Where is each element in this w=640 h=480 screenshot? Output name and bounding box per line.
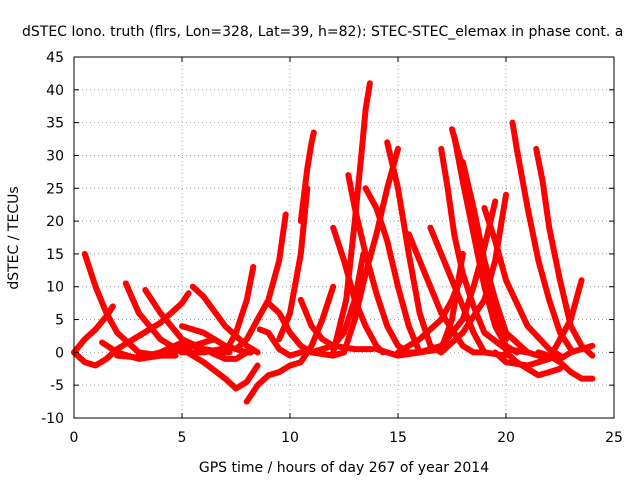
series-line-arc29: [427, 224, 509, 359]
series-line-arc38: [533, 145, 596, 359]
series-line-arc13: [243, 283, 337, 405]
y-tick-label: 25: [46, 181, 64, 197]
series-group: [71, 80, 596, 405]
y-tick-label: 0: [55, 345, 64, 361]
series-line-arc33: [459, 159, 553, 362]
ticks: 0 5 10 15 20 25 -10 -5 0 5 10 15 20 25 30 35 40 45: [41, 50, 623, 446]
series-line-arc14: [256, 326, 311, 359]
y-tick-label: 5: [55, 313, 64, 329]
series-line-arc22: [341, 145, 401, 356]
y-tick-label: 20: [46, 214, 64, 230]
series-line-arc9: [179, 323, 255, 356]
x-tick-label: 0: [70, 430, 79, 446]
series-line-arc24: [362, 185, 423, 356]
y-tick-label: 45: [46, 50, 64, 66]
plot-frame: [73, 56, 615, 419]
x-tick-label: 15: [389, 430, 407, 446]
series-line-arc37: [509, 119, 574, 353]
series-line-arc10: [189, 283, 261, 356]
series-line-arc4: [99, 336, 218, 362]
x-tick-label: 20: [497, 430, 515, 446]
series-line-arc7: [114, 339, 250, 362]
series-line-arc19: [308, 250, 367, 356]
series-line-arc40: [535, 349, 596, 382]
x-tick-label: 5: [178, 430, 187, 446]
series-line-arc16: [276, 185, 311, 343]
series-line-arc8: [157, 346, 261, 392]
y-tick-label: 15: [46, 247, 64, 263]
y-tick-label: 40: [46, 83, 64, 99]
y-tick-label: -10: [41, 411, 64, 427]
y-tick-label: 10: [46, 280, 64, 296]
y-tick-label: 35: [46, 116, 64, 132]
y-tick-label: -5: [50, 378, 64, 394]
series-line-arc18: [297, 296, 376, 353]
series-line-arc15: [265, 300, 347, 359]
x-tick-label: 25: [605, 430, 623, 446]
series-line-arc41: [492, 277, 585, 369]
series-line-arc17: [297, 129, 317, 225]
series-line-arc32: [451, 132, 520, 356]
x-tick-label: 10: [281, 430, 299, 446]
y-axis-label: dSTEC / TECUs: [6, 186, 22, 289]
series-line-arc21: [330, 80, 373, 356]
y-tick-label: 30: [46, 148, 64, 164]
chart-title: dSTEC Iono. truth (flrs, Lon=328, Lat=39…: [22, 24, 623, 40]
series-line-arc35: [438, 191, 509, 356]
series-line-arc30: [438, 145, 531, 356]
series-line-arc42: [557, 342, 596, 362]
series-line-arc34: [416, 198, 499, 356]
series-line-arc12: [233, 211, 289, 353]
x-axis-label: GPS time / hours of day 267 of year 2014: [199, 460, 489, 476]
series-line-arc11: [222, 264, 257, 356]
